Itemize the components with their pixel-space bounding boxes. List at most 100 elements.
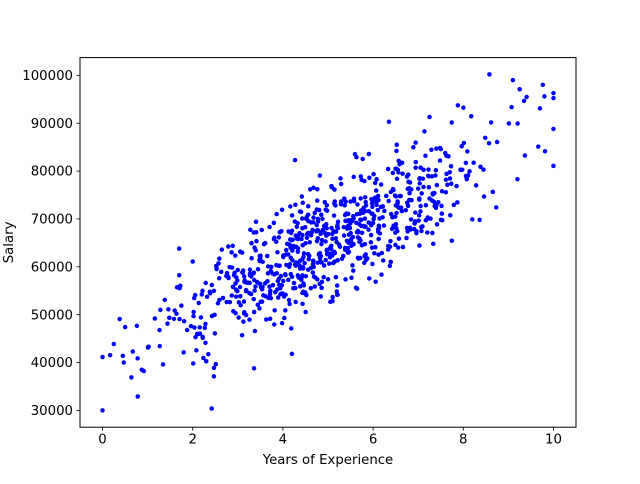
data-point — [447, 176, 453, 181]
data-point — [202, 325, 208, 331]
data-point — [315, 186, 320, 192]
data-point — [259, 227, 265, 233]
data-point — [358, 174, 364, 179]
data-point — [310, 270, 316, 275]
data-point — [370, 261, 375, 267]
data-point — [255, 302, 261, 308]
data-point — [448, 163, 454, 169]
data-point — [445, 182, 450, 188]
data-point — [363, 257, 369, 263]
data-point — [394, 166, 399, 172]
x-tick-label: 2 — [188, 433, 196, 448]
data-point — [366, 208, 371, 214]
data-point — [303, 309, 308, 315]
data-point — [293, 202, 298, 208]
data-point — [184, 327, 190, 333]
data-point — [537, 106, 543, 111]
data-point — [330, 231, 335, 237]
data-point — [310, 261, 316, 267]
data-point — [382, 208, 387, 214]
data-point — [421, 167, 426, 173]
data-point — [354, 286, 360, 291]
data-point — [295, 236, 301, 242]
data-point — [430, 230, 435, 236]
data-point — [404, 174, 410, 179]
data-point — [248, 291, 254, 297]
data-point — [400, 244, 406, 250]
data-point — [413, 210, 418, 215]
data-point — [238, 294, 243, 299]
data-point — [346, 232, 352, 237]
data-point — [278, 285, 283, 291]
data-point — [417, 196, 422, 201]
data-point — [335, 225, 341, 231]
data-point — [396, 236, 402, 241]
data-point — [551, 126, 556, 132]
data-point — [235, 267, 240, 273]
data-point — [415, 186, 421, 191]
data-point — [279, 207, 285, 212]
data-point — [385, 166, 391, 172]
data-point — [306, 256, 311, 262]
y-tick-label: 40000 — [31, 356, 73, 371]
data-point — [414, 230, 419, 236]
data-point — [211, 288, 217, 294]
data-point — [363, 252, 368, 257]
data-point — [295, 246, 301, 251]
data-point — [392, 193, 398, 198]
data-point — [305, 251, 311, 257]
y-tick-label: 100000 — [22, 69, 73, 84]
data-point — [230, 284, 236, 290]
data-point — [203, 359, 209, 364]
data-point — [515, 176, 520, 182]
data-point — [467, 169, 472, 174]
data-point — [291, 245, 297, 250]
data-point — [289, 326, 294, 331]
data-point — [300, 200, 306, 206]
data-point — [388, 239, 393, 244]
data-point — [377, 231, 383, 236]
data-point — [551, 163, 556, 169]
data-point — [267, 291, 273, 297]
data-point — [302, 224, 308, 230]
data-point — [332, 199, 337, 204]
data-point — [510, 77, 516, 83]
data-point — [233, 287, 239, 292]
data-point — [100, 408, 105, 413]
data-point — [318, 259, 323, 265]
data-point — [216, 276, 222, 281]
data-point — [212, 331, 218, 336]
data-point — [288, 271, 294, 277]
data-point — [400, 171, 405, 176]
data-point — [293, 233, 298, 238]
data-point — [357, 211, 363, 216]
data-point — [494, 139, 500, 145]
data-point — [283, 247, 289, 253]
data-point — [302, 290, 307, 296]
data-point — [243, 288, 249, 294]
data-point — [181, 318, 187, 324]
data-point — [434, 182, 440, 188]
data-point — [335, 292, 340, 297]
data-point — [200, 335, 206, 341]
data-point — [301, 251, 307, 256]
data-point — [486, 140, 492, 146]
data-point — [425, 173, 431, 179]
data-point — [433, 173, 438, 178]
data-point — [524, 94, 529, 100]
data-point — [506, 121, 512, 126]
data-point — [219, 247, 225, 252]
data-point — [346, 249, 352, 255]
data-point — [300, 232, 305, 238]
data-point — [249, 256, 254, 261]
data-point — [267, 316, 273, 322]
data-point — [207, 289, 213, 294]
data-point — [515, 121, 520, 126]
data-point — [227, 299, 233, 305]
data-point — [211, 365, 217, 371]
data-point — [449, 120, 454, 125]
data-point — [357, 222, 362, 227]
scatter-points — [100, 72, 556, 413]
data-point — [307, 187, 313, 192]
data-point — [281, 278, 286, 284]
